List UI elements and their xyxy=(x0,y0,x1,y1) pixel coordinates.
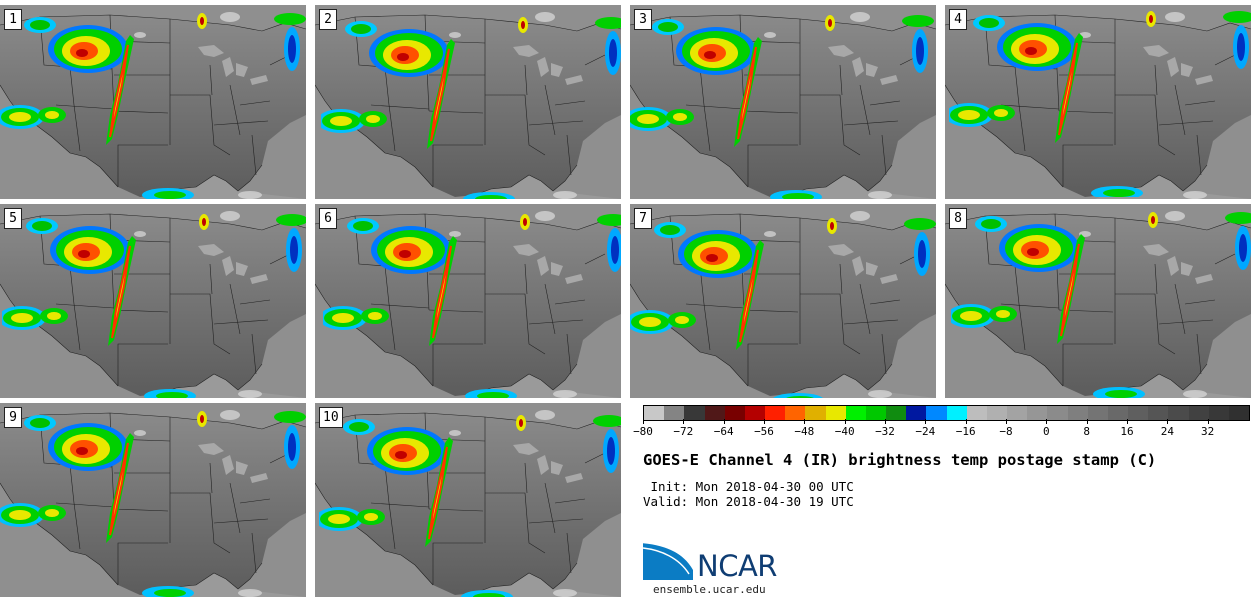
colorbar-segment xyxy=(865,406,887,420)
ir-satellite-map xyxy=(315,204,621,398)
colorbar-tick-label: 0 xyxy=(1043,425,1050,438)
colorbar-tick xyxy=(925,419,927,424)
colorbar-tick-label: −8 xyxy=(999,425,1013,438)
ir-satellite-map xyxy=(945,204,1251,398)
ir-satellite-map xyxy=(315,403,621,597)
ir-satellite-map xyxy=(630,5,936,199)
valid-time: Valid: Mon 2018-04-30 19 UTC xyxy=(643,494,854,509)
colorbar-tick-label: −24 xyxy=(915,425,936,438)
colorbar-segment xyxy=(1188,406,1209,420)
colorbar-tick-label: −16 xyxy=(955,425,976,438)
ensemble-member-panel: 1 xyxy=(0,5,306,199)
colorbar-tick xyxy=(844,419,846,424)
website-label: ensemble.ucar.edu xyxy=(653,583,766,596)
colorbar-segment xyxy=(906,406,927,420)
time-info: Init: Mon 2018-04-30 00 UTC Valid: Mon 2… xyxy=(643,479,854,509)
colorbar-segment xyxy=(986,406,1008,420)
colorbar-segment xyxy=(1148,406,1169,420)
colorbar-tick xyxy=(804,419,806,424)
colorbar-segment xyxy=(1067,406,1088,420)
colorbar-segment xyxy=(966,406,987,420)
member-label: 9 xyxy=(4,407,22,428)
colorbar-tick-label: 32 xyxy=(1201,425,1215,438)
colorbar-segment xyxy=(1228,406,1250,420)
colorbar-segment xyxy=(1208,406,1229,420)
ensemble-member-panel: 3 xyxy=(630,5,936,199)
colorbar-segment xyxy=(1107,406,1129,420)
colorbar-tick xyxy=(965,419,967,424)
colorbar-segment xyxy=(845,406,866,420)
ensemble-member-panel: 6 xyxy=(315,204,621,398)
colorbar-tick-label: −72 xyxy=(673,425,694,438)
member-label: 4 xyxy=(949,9,967,30)
colorbar-segment xyxy=(724,406,745,420)
ensemble-member-panel: 4 xyxy=(945,5,1251,199)
ncar-logo-icon xyxy=(643,540,697,580)
colorbar-tick xyxy=(723,419,725,424)
colorbar-tick-label: 16 xyxy=(1120,425,1134,438)
colorbar-tick xyxy=(643,419,644,424)
colorbar-tick xyxy=(1127,419,1128,424)
colorbar-tick xyxy=(683,419,685,424)
colorbar-segment xyxy=(926,406,947,420)
colorbar-segment xyxy=(1087,406,1108,420)
colorbar-tick-label: 24 xyxy=(1160,425,1174,438)
init-time: Init: Mon 2018-04-30 00 UTC xyxy=(643,479,854,494)
member-label: 2 xyxy=(319,9,337,30)
ensemble-member-panel: 5 xyxy=(0,204,306,398)
colorbar-segment xyxy=(825,406,846,420)
ir-satellite-map xyxy=(315,5,621,199)
ncar-logo-text: NCAR xyxy=(697,549,777,583)
colorbar-tick-label: −80 xyxy=(633,425,653,438)
colorbar-tick-label: −64 xyxy=(713,425,734,438)
colorbar-tick-label: −40 xyxy=(834,425,855,438)
temperature-colorbar xyxy=(643,405,1250,421)
member-label: 6 xyxy=(319,208,337,229)
member-label: 7 xyxy=(634,208,652,229)
colorbar-segment xyxy=(1128,406,1149,420)
ir-satellite-map xyxy=(945,5,1251,199)
colorbar-tick xyxy=(764,419,765,424)
colorbar-tick-label: 8 xyxy=(1083,425,1090,438)
colorbar-segment xyxy=(765,406,786,420)
ensemble-member-panel: 10 xyxy=(315,403,621,597)
colorbar-segment xyxy=(805,406,826,420)
ir-satellite-map xyxy=(0,5,306,199)
colorbar-segment xyxy=(886,406,907,420)
colorbar-tick xyxy=(1207,419,1209,424)
colorbar-segment xyxy=(1047,406,1068,420)
colorbar-segment xyxy=(1027,406,1048,420)
ir-satellite-map xyxy=(0,204,306,398)
colorbar-ticks: −80 −72 −64 −56 −48 −40 −32 −24 −16 −8 0 8 16 24 32 xyxy=(633,419,1248,441)
colorbar-segment xyxy=(946,406,967,420)
ensemble-member-panel: 2 xyxy=(315,5,621,199)
colorbar-tick xyxy=(1046,419,1048,424)
colorbar-tick-label: −56 xyxy=(754,425,774,438)
member-label: 5 xyxy=(4,208,22,229)
ensemble-member-panel: 9 xyxy=(0,403,306,597)
colorbar-tick xyxy=(1086,419,1088,424)
colorbar-tick xyxy=(885,419,886,424)
colorbar-tick xyxy=(1167,419,1169,424)
colorbar-segment xyxy=(664,406,685,420)
colorbar-segment xyxy=(644,406,665,420)
colorbar-segment xyxy=(1007,406,1028,420)
colorbar-tick-label: −32 xyxy=(875,425,895,438)
member-label: 3 xyxy=(634,9,652,30)
colorbar-segment xyxy=(785,406,806,420)
member-label: 8 xyxy=(949,208,967,229)
colorbar-segment xyxy=(1168,406,1189,420)
colorbar-tick xyxy=(1006,419,1007,424)
member-label: 1 xyxy=(4,9,22,30)
member-label: 10 xyxy=(319,407,343,428)
colorbar-tick-label: −48 xyxy=(794,425,815,438)
ir-satellite-map xyxy=(630,204,936,398)
ensemble-member-panel: 8 xyxy=(945,204,1251,398)
ensemble-member-panel: 7 xyxy=(630,204,936,398)
figure-title: GOES-E Channel 4 (IR) brightness temp po… xyxy=(643,451,1157,469)
colorbar-segment xyxy=(684,406,705,420)
colorbar-segment xyxy=(704,406,725,420)
colorbar-segment xyxy=(744,406,766,420)
ir-satellite-map xyxy=(0,403,306,597)
